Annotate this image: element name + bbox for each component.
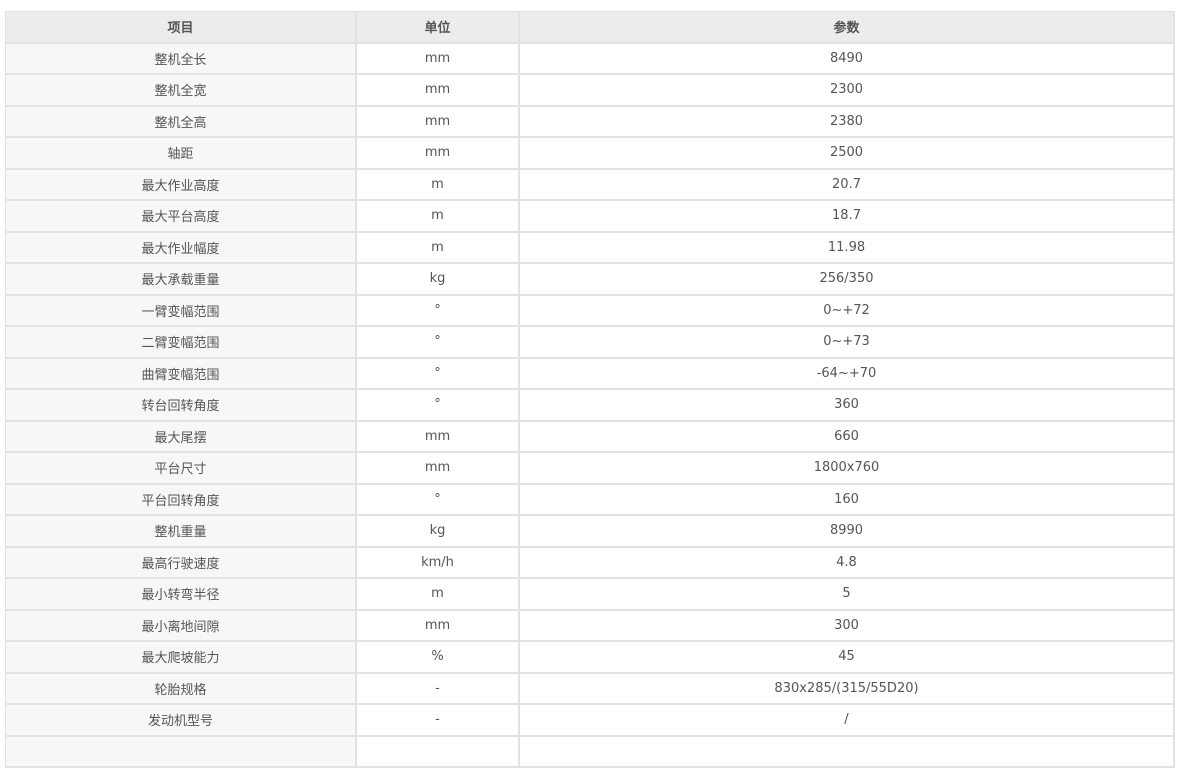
value-cell: 45 [520, 642, 1175, 674]
item-cell: 平台回转角度 [6, 485, 357, 517]
value-cell: 0~+73 [520, 327, 1175, 359]
value-cell: 830x285/(315/55D20) [520, 674, 1175, 706]
item-cell: 最大作业高度 [6, 170, 357, 202]
item-cell: 最大作业幅度 [6, 233, 357, 265]
value-cell [520, 737, 1175, 768]
value-cell: 5 [520, 579, 1175, 611]
value-cell: 660 [520, 422, 1175, 454]
unit-cell: km/h [357, 548, 520, 580]
item-cell: 发动机型号 [6, 705, 357, 737]
value-cell: 300 [520, 611, 1175, 643]
item-cell: 最大尾摆 [6, 422, 357, 454]
item-cell: 整机重量 [6, 516, 357, 548]
item-cell [6, 737, 357, 768]
unit-cell: kg [357, 264, 520, 296]
item-cell: 整机全长 [6, 44, 357, 76]
unit-cell: mm [357, 75, 520, 107]
unit-cell: mm [357, 44, 520, 76]
item-cell: 整机全高 [6, 107, 357, 139]
unit-cell: mm [357, 138, 520, 170]
item-cell: 平台尺寸 [6, 453, 357, 485]
unit-cell: mm [357, 422, 520, 454]
item-cell: 轮胎规格 [6, 674, 357, 706]
header-unit: 单位 [357, 12, 520, 44]
item-cell: 最小转弯半径 [6, 579, 357, 611]
value-cell: 8990 [520, 516, 1175, 548]
value-cell: / [520, 705, 1175, 737]
item-cell: 整机全宽 [6, 75, 357, 107]
table-row: 转台回转角度°360 [6, 390, 1175, 422]
value-cell: 18.7 [520, 201, 1175, 233]
header-value: 参数 [520, 12, 1175, 44]
item-cell: 最大承载重量 [6, 264, 357, 296]
value-cell: 20.7 [520, 170, 1175, 202]
unit-cell: m [357, 201, 520, 233]
item-cell: 最小离地间隙 [6, 611, 357, 643]
value-cell: 360 [520, 390, 1175, 422]
value-cell: 2500 [520, 138, 1175, 170]
unit-cell: % [357, 642, 520, 674]
item-cell: 最高行驶速度 [6, 548, 357, 580]
value-cell: 4.8 [520, 548, 1175, 580]
item-cell: 曲臂变幅范围 [6, 359, 357, 391]
value-cell: 160 [520, 485, 1175, 517]
table-header: 项目 单位 参数 [6, 12, 1175, 44]
unit-cell: ° [357, 296, 520, 328]
table-row: 最大爬坡能力%45 [6, 642, 1175, 674]
unit-cell: ° [357, 485, 520, 517]
item-cell: 轴距 [6, 138, 357, 170]
value-cell: 1800x760 [520, 453, 1175, 485]
value-cell: 2380 [520, 107, 1175, 139]
unit-cell: m [357, 579, 520, 611]
item-cell: 一臂变幅范围 [6, 296, 357, 328]
item-cell: 最大爬坡能力 [6, 642, 357, 674]
item-cell: 最大平台高度 [6, 201, 357, 233]
unit-cell: mm [357, 611, 520, 643]
table-row: 曲臂变幅范围°-64~+70 [6, 359, 1175, 391]
unit-cell: kg [357, 516, 520, 548]
unit-cell: mm [357, 453, 520, 485]
table-row [6, 737, 1175, 768]
table-row: 发动机型号-/ [6, 705, 1175, 737]
table-row: 轮胎规格-830x285/(315/55D20) [6, 674, 1175, 706]
table-row: 平台回转角度°160 [6, 485, 1175, 517]
table-row: 二臂变幅范围°0~+73 [6, 327, 1175, 359]
value-cell: 2300 [520, 75, 1175, 107]
unit-cell: m [357, 170, 520, 202]
value-cell: 8490 [520, 44, 1175, 76]
unit-cell [357, 737, 520, 768]
unit-cell: m [357, 233, 520, 265]
unit-cell: ° [357, 327, 520, 359]
value-cell: 0~+72 [520, 296, 1175, 328]
unit-cell: ° [357, 390, 520, 422]
header-item: 项目 [6, 12, 357, 44]
value-cell: 256/350 [520, 264, 1175, 296]
unit-cell: - [357, 674, 520, 706]
item-cell: 二臂变幅范围 [6, 327, 357, 359]
item-cell: 转台回转角度 [6, 390, 357, 422]
unit-cell: ° [357, 359, 520, 391]
value-cell: -64~+70 [520, 359, 1175, 391]
table-row: 一臂变幅范围°0~+72 [6, 296, 1175, 328]
value-cell: 11.98 [520, 233, 1175, 265]
unit-cell: mm [357, 107, 520, 139]
unit-cell: - [357, 705, 520, 737]
